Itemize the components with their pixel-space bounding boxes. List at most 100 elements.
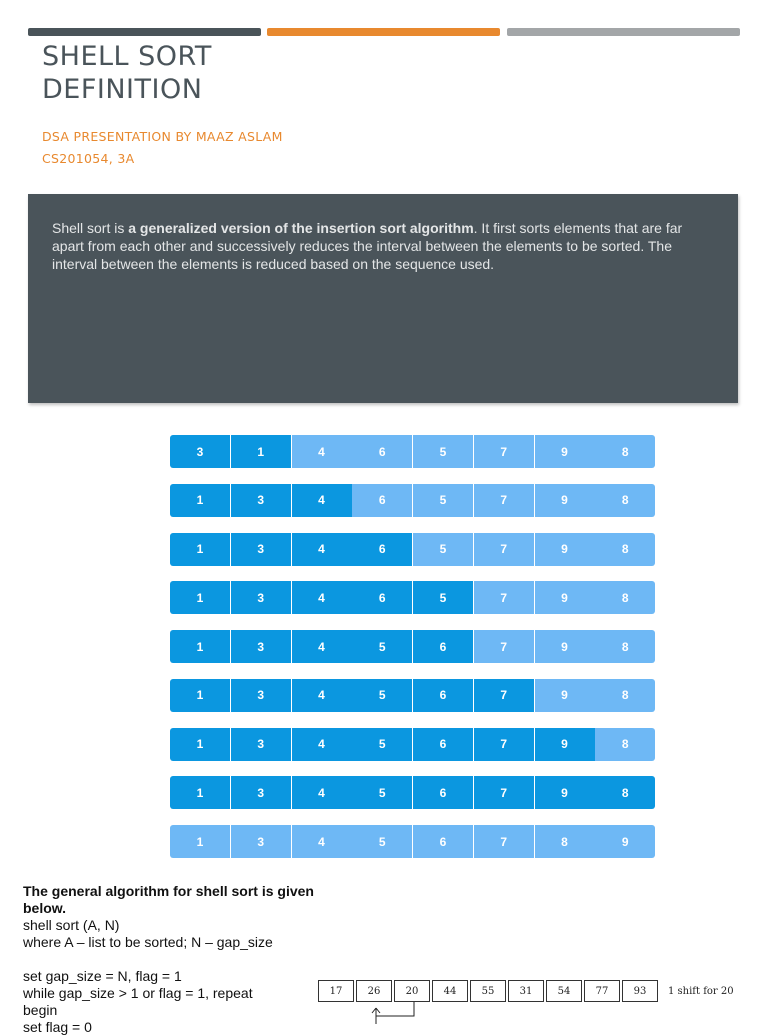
algorithm-text: The general algorithm for shell sort is … [23, 883, 323, 1036]
definition-text-start: Shell sort is [52, 220, 129, 236]
array-cell: 8 [595, 630, 656, 663]
array-cell: 1 [170, 727, 230, 761]
array-cell: 6 [413, 825, 473, 858]
shift-cell: 31 [508, 980, 544, 1002]
array-cell: 4 [291, 532, 352, 566]
array-cell: 8 [595, 581, 656, 615]
array-cell: 7 [473, 581, 534, 615]
array-cell: 5 [352, 630, 413, 663]
array-cell: 9 [534, 678, 595, 712]
array-cell: 8 [595, 483, 656, 517]
page-title: SHELL SORT DEFINITION [42, 40, 542, 106]
array-cell: 5 [352, 825, 413, 858]
array-cell: 6 [352, 483, 413, 517]
array-cell: 4 [291, 678, 352, 712]
array-cell: 8 [595, 727, 656, 761]
algorithm-line: set flag = 0 [23, 1019, 92, 1035]
array-cell: 6 [352, 581, 413, 615]
array-cell: 1 [170, 483, 230, 517]
array-cell: 9 [534, 581, 595, 615]
array-cell: 4 [291, 630, 352, 663]
array-cell: 5 [352, 727, 413, 761]
array-cell: 3 [230, 825, 291, 858]
array-cell: 1 [170, 581, 230, 615]
shift-cell: 17 [318, 980, 354, 1002]
array-cell: 1 [170, 630, 230, 663]
presenter-subtitle: DSA PRESENTATION BY MAAZ ASLAM [42, 129, 283, 144]
array-cell: 7 [473, 776, 534, 810]
array-cell: 6 [352, 532, 413, 566]
shift-cell: 55 [470, 980, 506, 1002]
shift-arrow [371, 1002, 415, 1024]
array-cell: 3 [230, 581, 291, 615]
title-line-1: SHELL SORT [42, 41, 212, 72]
array-cell: 5 [352, 678, 413, 712]
array-cell: 6 [413, 630, 473, 663]
array-cell: 9 [534, 532, 595, 566]
array-cell: 3 [170, 435, 230, 468]
title-line-2: DEFINITION [42, 74, 203, 105]
array-cell: 3 [230, 483, 291, 517]
shift-cell: 44 [432, 980, 468, 1002]
array-cell: 5 [413, 532, 473, 566]
shift-cell: 54 [546, 980, 582, 1002]
array-cell: 4 [291, 581, 352, 615]
array-cell: 7 [473, 727, 534, 761]
shift-cell: 20 [394, 980, 430, 1002]
array-cell: 4 [291, 483, 352, 517]
array-cell: 7 [473, 483, 534, 517]
array-cell: 1 [170, 776, 230, 810]
algorithm-heading: The general algorithm for shell sort is … [23, 883, 314, 916]
array-cell: 6 [413, 678, 473, 712]
array-cell: 1 [170, 532, 230, 566]
definition-text-bold: a generalized version of the insertion s… [128, 220, 474, 236]
definition-panel: Shell sort is a generalized version of t… [28, 194, 738, 403]
array-cell: 7 [473, 825, 534, 858]
array-cell: 3 [230, 727, 291, 761]
array-cell: 7 [473, 435, 534, 468]
array-cell: 7 [473, 532, 534, 566]
array-cell: 9 [534, 630, 595, 663]
array-cell: 3 [230, 630, 291, 663]
array-cell: 9 [534, 776, 595, 810]
array-cell: 5 [352, 776, 413, 810]
array-cell: 8 [595, 776, 656, 810]
array-cell: 7 [473, 630, 534, 663]
array-cell: 8 [595, 532, 656, 566]
course-subtitle: CS201054, 3A [42, 151, 135, 166]
array-cell: 8 [534, 825, 595, 858]
definition-text: Shell sort is a generalized version of t… [52, 219, 692, 273]
array-cell: 6 [413, 776, 473, 810]
algorithm-line: shell sort (A, N) [23, 917, 120, 933]
algorithm-line: where A – list to be sorted; N – gap_siz… [23, 934, 273, 950]
shift-cell: 26 [356, 980, 392, 1002]
array-cell: 9 [534, 727, 595, 761]
accent-bar-dark [28, 28, 261, 36]
shift-cell: 93 [622, 980, 658, 1002]
array-cell: 3 [230, 532, 291, 566]
array-cell: 4 [291, 825, 352, 858]
array-cell: 5 [413, 483, 473, 517]
array-cell: 4 [291, 776, 352, 810]
shift-label: 1 shift for 20 [668, 986, 734, 997]
array-cell: 1 [170, 678, 230, 712]
array-cell: 6 [352, 435, 413, 468]
array-cell: 5 [413, 435, 473, 468]
array-cell: 6 [413, 727, 473, 761]
array-cell: 3 [230, 678, 291, 712]
definition-text-end: . It first sorts elements that are far a… [52, 220, 683, 272]
array-cell: 9 [534, 483, 595, 517]
shift-cell: 77 [584, 980, 620, 1002]
array-cell: 8 [595, 678, 656, 712]
array-cell: 1 [170, 825, 230, 858]
algorithm-line: begin [23, 1002, 58, 1018]
